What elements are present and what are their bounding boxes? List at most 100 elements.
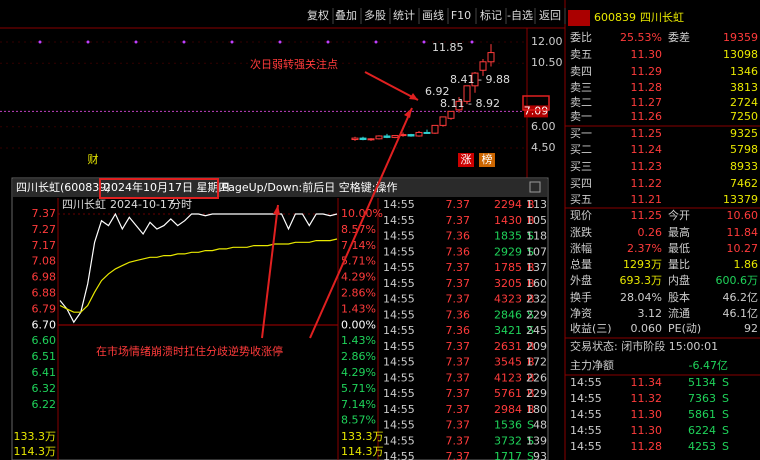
book-volume: 8933	[730, 160, 758, 173]
candle-body	[375, 135, 383, 140]
toolbar-button[interactable]: 叠加	[335, 9, 357, 22]
tick-time: 14:55	[383, 277, 415, 290]
pct-label: 5.71%	[341, 382, 376, 395]
y-tick-label: 10.50	[531, 56, 563, 69]
price-label: 6.88	[32, 287, 57, 300]
tick-time: 14:55	[383, 293, 415, 306]
candle-body	[439, 116, 447, 126]
candle-body	[423, 131, 431, 134]
tick-price: 11.34	[631, 376, 663, 389]
close-button[interactable]	[529, 181, 541, 193]
stat-label: 量比	[668, 258, 690, 271]
stat-label: 最低	[668, 242, 690, 255]
candle-body	[359, 137, 367, 141]
toolbar-button[interactable]: 返回	[539, 9, 561, 22]
tick-count: 229	[526, 387, 547, 400]
stat-label: PE(动)	[668, 322, 701, 335]
flow-label: 主力净额	[570, 358, 614, 372]
window-frame	[11, 177, 549, 460]
tick-time: 14:55	[383, 419, 415, 432]
price-label: 6.41	[32, 366, 57, 379]
tick-time: 14:55	[570, 424, 602, 437]
ratio-field: 19359	[723, 31, 758, 44]
tick-price: 7.37	[446, 419, 471, 432]
stat-label: 流通	[668, 306, 690, 320]
tick-side: S	[722, 424, 729, 437]
tick-count: 107	[526, 245, 547, 258]
toolbar-button[interactable]: 复权	[307, 8, 329, 22]
candle-body	[479, 61, 487, 71]
book-volume: 1346	[730, 65, 758, 78]
ratio-field: 25.53%	[620, 31, 662, 44]
marker-bg	[479, 153, 495, 167]
tick-side: B	[527, 261, 535, 274]
dot	[470, 40, 474, 44]
arrowhead	[273, 205, 280, 215]
chart-header: 分时	[170, 198, 192, 211]
tick-count: 48	[533, 419, 547, 432]
stat-value: 46.1亿	[723, 307, 759, 320]
tick-price: 7.36	[446, 230, 471, 243]
toolbar-button[interactable]: F10	[451, 9, 471, 22]
tick-side: B	[527, 403, 535, 416]
book-price: 11.24	[631, 143, 663, 156]
title-bar	[13, 179, 547, 197]
tick-price: 7.37	[446, 356, 471, 369]
tick-side: B	[527, 371, 535, 384]
candle-body	[383, 135, 391, 138]
ratio-field: 委差	[668, 30, 690, 44]
book-price: 11.23	[631, 160, 663, 173]
book-price: 11.30	[631, 48, 663, 61]
stat-value: 2.37%	[627, 242, 662, 255]
tick-volume: 1430	[494, 214, 522, 227]
tick-count: 139	[526, 434, 547, 447]
candle-body	[455, 100, 463, 111]
tick-volume: 1536	[494, 419, 522, 432]
price-label: 6.92	[425, 85, 450, 98]
tick-count: 172	[526, 356, 547, 369]
tick-count: 229	[526, 308, 547, 321]
price-label: 7.08	[32, 255, 57, 268]
tick-volume: 7363	[688, 392, 716, 405]
book-volume: 7250	[730, 110, 758, 123]
pct-label: 4.29%	[341, 271, 376, 284]
tick-count: 160	[526, 277, 547, 290]
stat-value: 46.2亿	[723, 291, 759, 304]
tick-time: 14:55	[570, 376, 602, 389]
kline-panel: 复权 叠加 多股 统计 画线 F10 标记 -自选 返回 12.00 10.50 6.00 4.50 7.…	[0, 0, 566, 460]
pct-label: 7.14%	[341, 239, 376, 252]
tick-price: 7.37	[446, 450, 471, 460]
tick-side: B	[527, 387, 535, 400]
book-label: 卖四	[570, 65, 592, 78]
tick-price: 7.37	[446, 261, 471, 274]
toolbar-button[interactable]: 画线	[422, 8, 444, 22]
tick-side: S	[527, 308, 534, 321]
stat-value: 1.86	[734, 258, 759, 271]
tick-time: 14:55	[570, 440, 602, 453]
book-price: 11.25	[631, 127, 663, 140]
avg-line	[59, 238, 338, 313]
tick-price: 7.36	[446, 245, 471, 258]
book-label: 卖二	[570, 96, 592, 109]
book-price: 11.29	[631, 65, 663, 78]
tick-side: S	[527, 419, 534, 432]
tick-side: B	[527, 277, 535, 290]
tick-price: 7.37	[446, 371, 471, 384]
toolbar-button[interactable]: -自选	[507, 9, 533, 22]
logo	[568, 10, 590, 26]
toolbar-button[interactable]: 多股	[364, 8, 386, 22]
chart-header: 四川长虹	[62, 198, 106, 211]
tick-side: S	[527, 230, 534, 243]
tick-volume: 6224	[688, 424, 716, 437]
tick-price: 7.36	[446, 324, 471, 337]
stat-value: 92	[744, 322, 758, 335]
tick-count: 226	[526, 371, 547, 384]
tick-volume: 5761	[494, 387, 522, 400]
book-volume: 9325	[730, 127, 758, 140]
toolbar-button[interactable]: 统计	[393, 9, 415, 22]
book-volume: 2724	[730, 96, 758, 109]
volume-label: 114.3万	[14, 445, 57, 458]
toolbar-button[interactable]: 标记	[480, 8, 502, 22]
price-label: 8.11 - 8.92	[440, 97, 500, 110]
tick-price: 7.37	[446, 340, 471, 353]
